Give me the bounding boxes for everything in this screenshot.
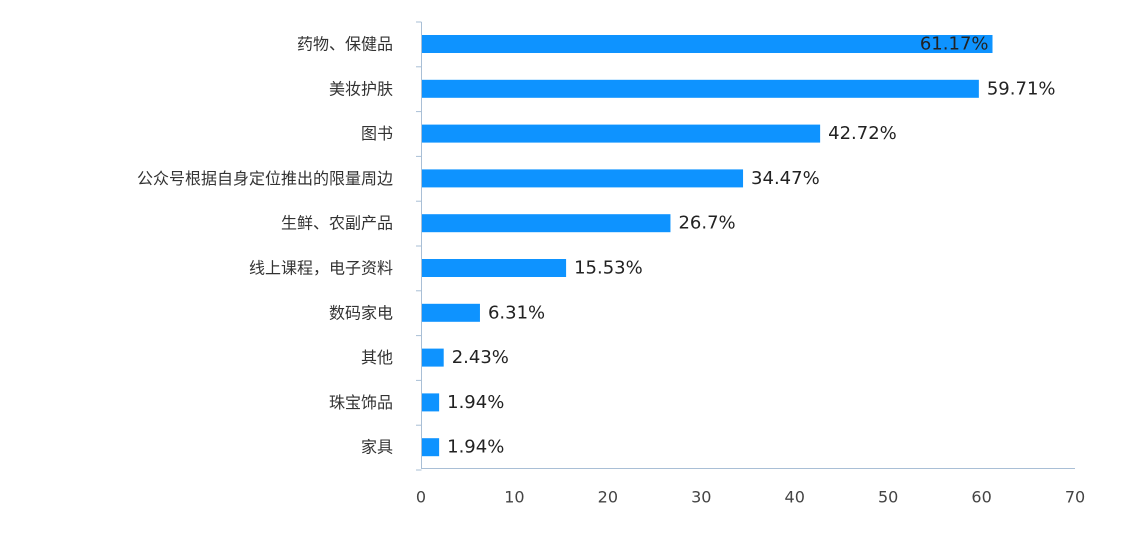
bars-layer [421,35,993,457]
category-label: 数码家电 [329,303,393,322]
axis-layer: 药物、保健品 61.17% 美妆护肤 59.71% 图书 42.72% 公众号根据自身定位推… [137,21,1085,507]
bar [421,214,671,233]
category-label: 其他 [361,348,393,367]
bar [421,79,979,98]
bar [421,35,993,53]
data-label: 1.94% [447,437,504,458]
category-label: 线上课程，电子资料 [249,259,393,278]
x-tick-label: 50 [878,488,898,507]
x-tick-label: 60 [971,488,991,507]
category-label: 药物、保健品 [297,35,393,54]
x-tick-label: 10 [504,488,524,507]
data-label: 2.43% [452,347,509,368]
bar [421,303,480,322]
x-tick-label: 70 [1065,488,1085,507]
bar [421,124,821,143]
x-tick-label: 20 [598,488,618,507]
bar [421,393,440,412]
bar [421,169,744,188]
data-label: 61.17% [920,34,989,55]
category-label: 家具 [361,438,393,457]
x-tick-label: 40 [785,488,805,507]
category-label: 图书 [361,124,393,143]
data-label: 15.53% [574,258,643,279]
bar [421,259,567,277]
data-label: 42.72% [828,123,897,144]
category-label: 公众号根据自身定位推出的限量周边 [137,169,393,188]
data-label: 6.31% [488,302,545,323]
category-label: 珠宝饰品 [329,393,393,412]
x-tick-label: 0 [416,488,426,507]
data-label: 1.94% [447,392,504,413]
data-label: 34.47% [751,168,820,189]
data-label: 59.71% [987,78,1056,99]
x-tick-label: 30 [691,488,711,507]
bar [421,438,440,457]
data-label: 26.7% [678,213,735,234]
category-label: 美妆护肤 [329,79,393,98]
bar [421,348,444,367]
category-label: 生鲜、农副产品 [281,214,393,233]
